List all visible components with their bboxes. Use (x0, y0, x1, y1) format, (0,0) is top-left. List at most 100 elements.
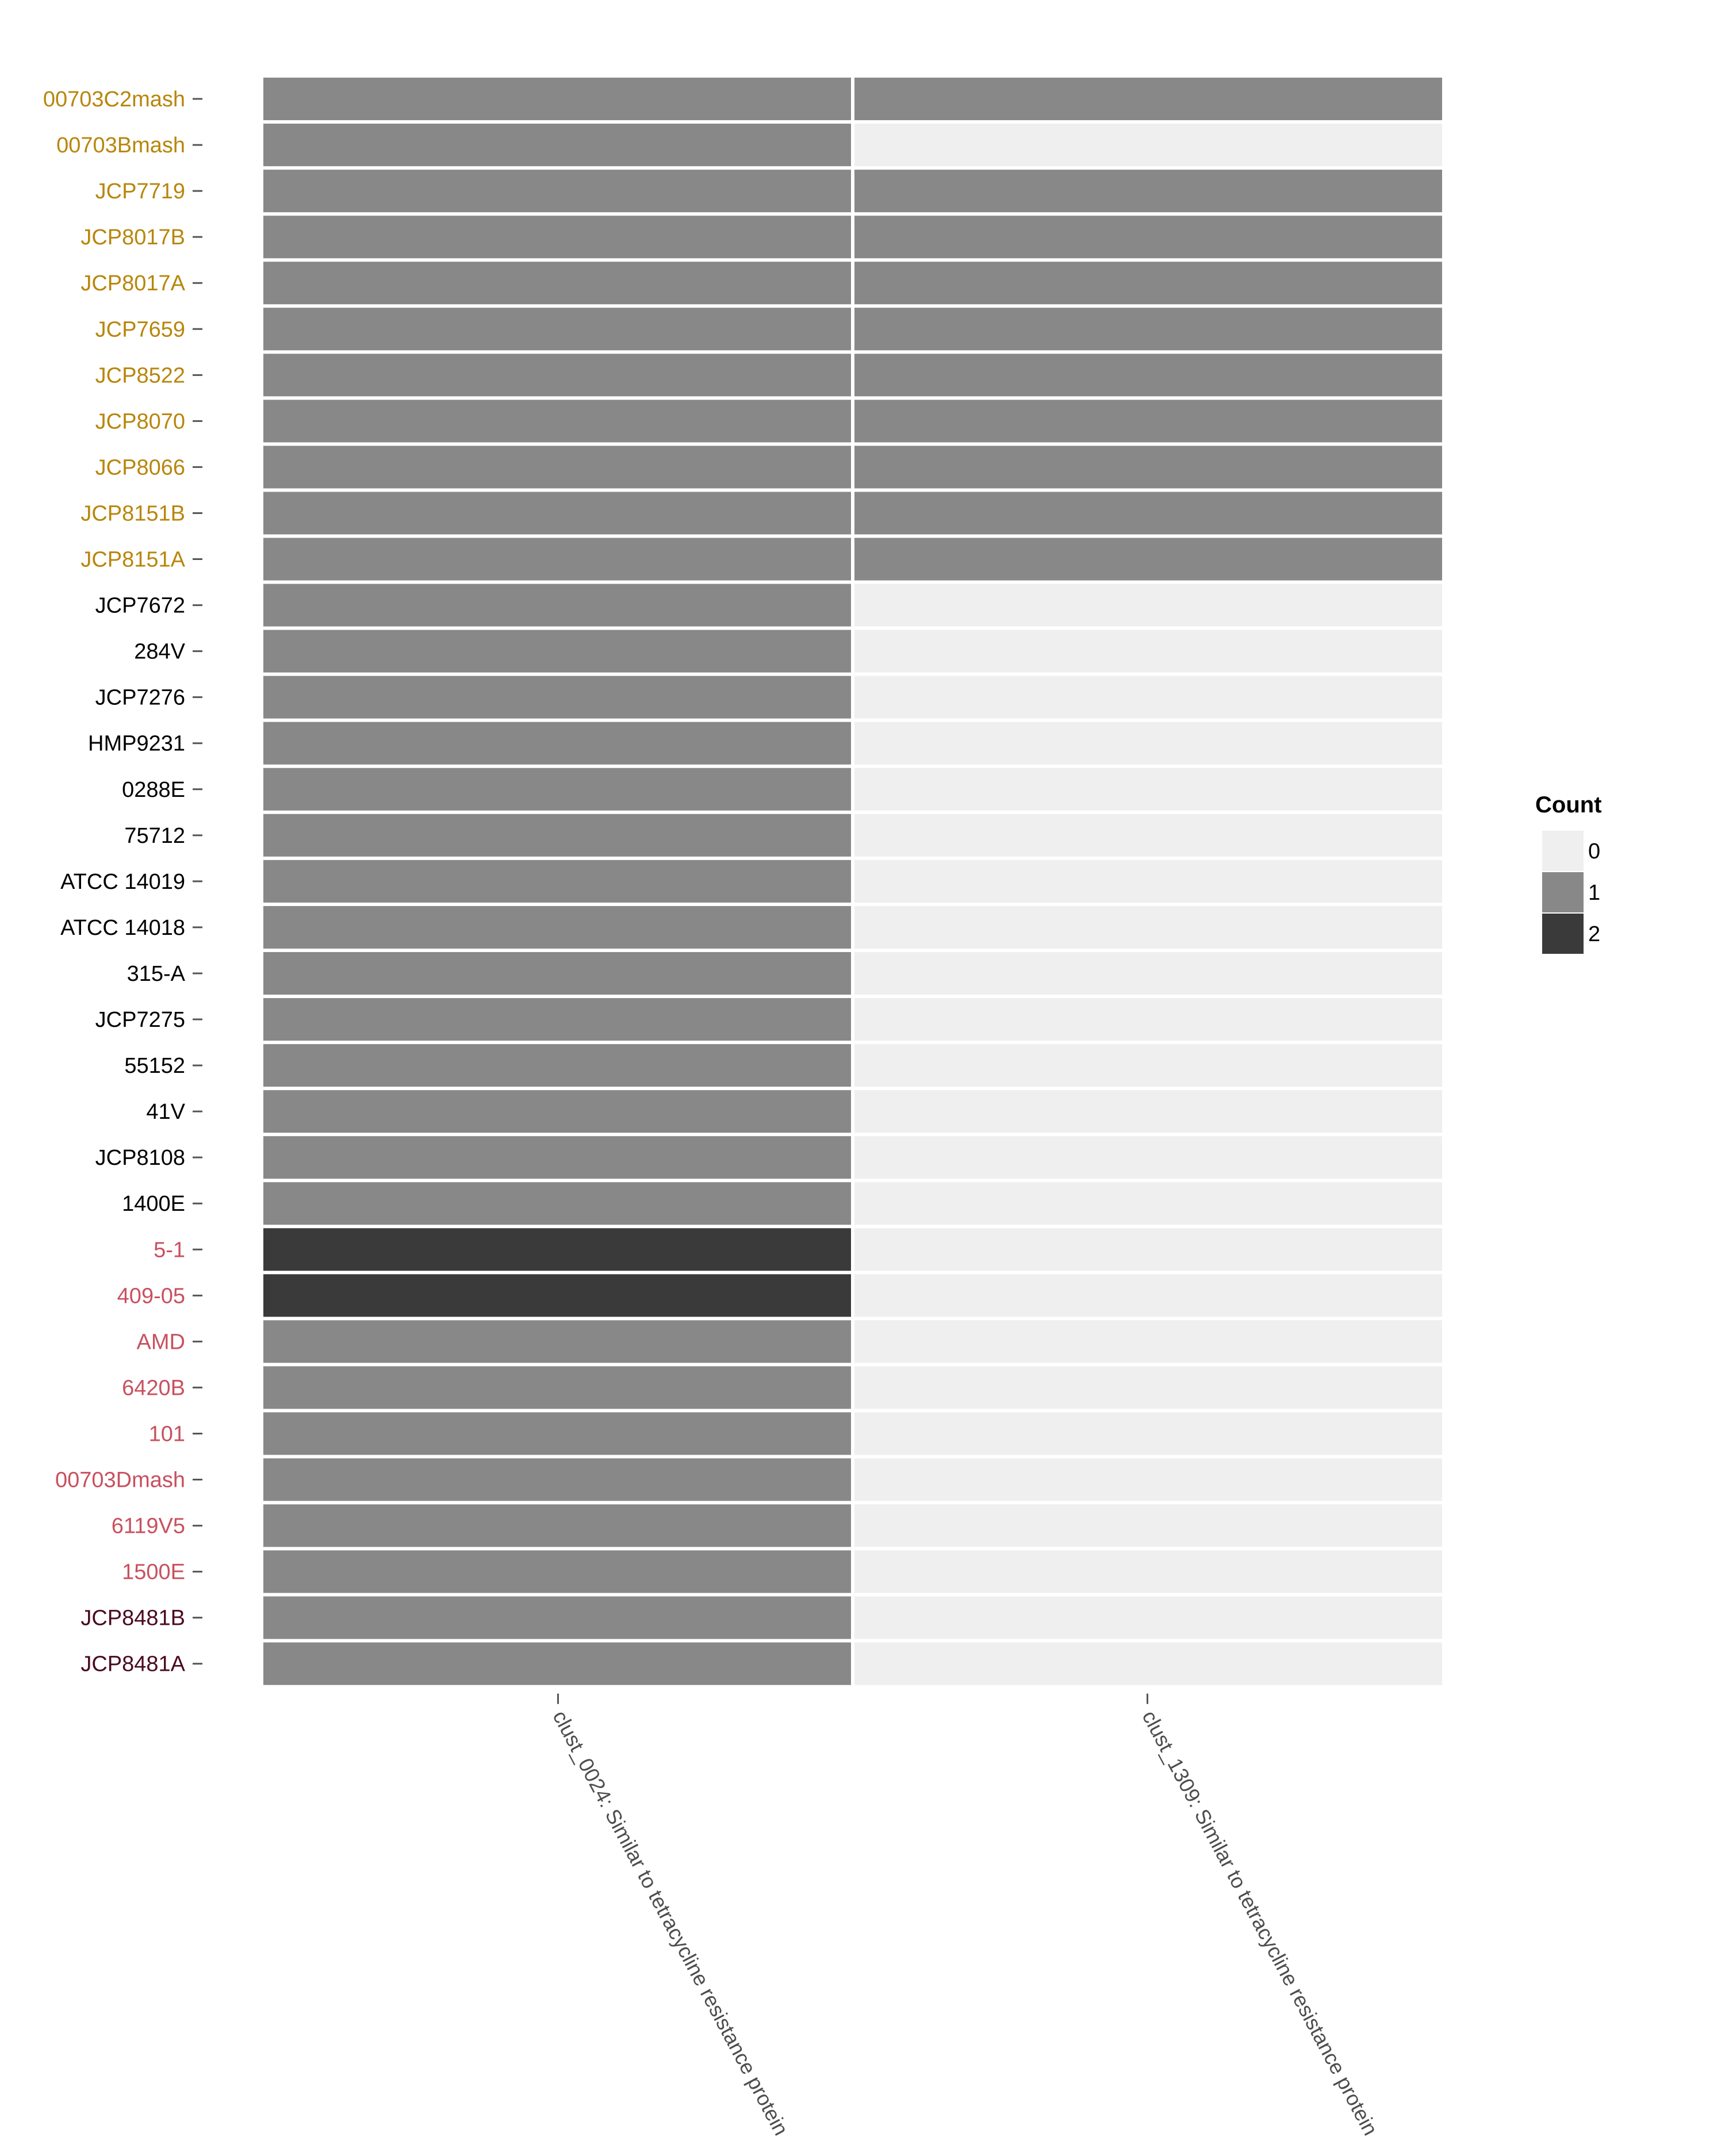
y-tick-label: 315-A (127, 962, 186, 986)
x-axis: clust_0024: Similar to tetracycline resi… (548, 1693, 1382, 2139)
y-tick-label: 41V (146, 1100, 185, 1124)
heatmap-cell (263, 1550, 851, 1593)
heatmap-cell (854, 492, 1442, 535)
heatmap-cells (263, 78, 1442, 1685)
heatmap-cell (854, 216, 1442, 259)
heatmap-cell (854, 538, 1442, 581)
legend-label: 2 (1588, 922, 1600, 946)
heatmap-cell (854, 1504, 1442, 1547)
y-tick-label: 0288E (122, 778, 185, 802)
heatmap-cell (854, 1458, 1442, 1501)
legend-swatch (1542, 872, 1584, 912)
y-tick-label: JCP7275 (95, 1008, 185, 1032)
heatmap-cell (854, 1320, 1442, 1363)
heatmap-cell (263, 354, 851, 397)
heatmap-cell (263, 1182, 851, 1225)
y-tick-label: JCP7659 (95, 317, 185, 342)
heatmap-cell (263, 124, 851, 167)
y-tick-label: JCP7276 (95, 686, 185, 710)
y-tick-label: JCP8066 (95, 455, 185, 479)
heatmap-cell (854, 1274, 1442, 1317)
heatmap-cell (263, 768, 851, 811)
heatmap-cell (263, 538, 851, 581)
heatmap-cell (263, 1320, 851, 1363)
x-tick-label: clust_1309: Similar to tetracycline resi… (1137, 1706, 1382, 2139)
heatmap-cell (854, 1596, 1442, 1639)
y-tick-label: 1400E (122, 1192, 185, 1216)
heatmap-cell (263, 1090, 851, 1133)
heatmap-cell (854, 308, 1442, 351)
y-tick-label: 284V (134, 640, 185, 664)
heatmap-cell (854, 952, 1442, 995)
heatmap-cell (263, 1044, 851, 1087)
heatmap-cell (263, 722, 851, 765)
y-tick-label: 55152 (124, 1054, 185, 1078)
heatmap-cell (854, 1136, 1442, 1179)
y-tick-label: JCP7719 (95, 179, 185, 204)
legend-swatch (1542, 831, 1584, 871)
heatmap-cell (263, 952, 851, 995)
heatmap-cell (263, 906, 851, 949)
heatmap-cell (263, 1596, 851, 1639)
legend: Count 0 1 2 (1535, 792, 1602, 954)
y-tick-label: 00703Bmash (56, 133, 185, 158)
y-tick-label: 101 (149, 1422, 185, 1446)
heatmap-cell (854, 1044, 1442, 1087)
y-tick-label: ATCC 14019 (60, 870, 185, 894)
heatmap-cell (263, 78, 851, 121)
y-tick-label: 6420B (122, 1376, 185, 1400)
heatmap-cell (854, 1366, 1442, 1409)
heatmap-cell (854, 630, 1442, 673)
heatmap-cell (854, 906, 1442, 949)
legend-keys: 0 1 2 (1542, 831, 1600, 954)
legend-label: 0 (1588, 839, 1600, 864)
heatmap-cell (854, 860, 1442, 903)
y-tick-label: JCP8108 (95, 1146, 185, 1170)
heatmap-cell (854, 446, 1442, 489)
y-tick-label: 00703Dmash (55, 1468, 185, 1493)
y-tick-label: 409-05 (117, 1284, 185, 1308)
heatmap-cell (854, 124, 1442, 167)
y-tick-label: JCP8481A (80, 1652, 185, 1677)
heatmap-cell (263, 1642, 851, 1685)
heatmap-cell (854, 262, 1442, 305)
heatmap-cell (263, 998, 851, 1041)
y-tick-label: JCP7672 (95, 594, 185, 618)
heatmap-cell (263, 860, 851, 903)
heatmap-cell (263, 1458, 851, 1501)
y-tick-label: JCP8151A (80, 548, 185, 572)
heatmap-cell (263, 1136, 851, 1179)
heatmap-cell (854, 1412, 1442, 1455)
y-tick-label: JCP8481B (80, 1606, 185, 1631)
heatmap-cell (854, 400, 1442, 443)
legend-title: Count (1535, 792, 1602, 818)
heatmap-cell (263, 1504, 851, 1547)
y-tick-label: JCP8070 (95, 409, 185, 433)
heatmap-cell (263, 1228, 851, 1271)
heatmap-cell (263, 1366, 851, 1409)
heatmap-cell (854, 584, 1442, 627)
heatmap-cell (854, 1182, 1442, 1225)
y-tick-label: 1500E (122, 1560, 185, 1585)
heatmap-cell (263, 584, 851, 627)
heatmap-cell (263, 676, 851, 719)
heatmap-cell (854, 170, 1442, 213)
heatmap-cell (854, 722, 1442, 765)
y-axis: 00703C2mash 00703Bmash JCP7719 JCP8017B JCP8… (43, 87, 202, 1677)
heatmap-cell (263, 262, 851, 305)
heatmap-cell (854, 1090, 1442, 1133)
y-tick-label: 75712 (124, 824, 185, 848)
legend-swatch (1542, 914, 1584, 954)
heatmap-cell (854, 1228, 1442, 1271)
y-tick-label: 6119V5 (112, 1514, 185, 1539)
y-tick-label: JCP8522 (95, 363, 185, 388)
heatmap-cell (854, 814, 1442, 857)
y-tick-label: 5-1 (154, 1238, 185, 1262)
heatmap-cell (854, 1550, 1442, 1593)
heatmap-cell (263, 446, 851, 489)
heatmap-cell (263, 630, 851, 673)
heatmap-cell (263, 492, 851, 535)
heatmap-cell (854, 768, 1442, 811)
legend-label: 1 (1588, 881, 1600, 905)
